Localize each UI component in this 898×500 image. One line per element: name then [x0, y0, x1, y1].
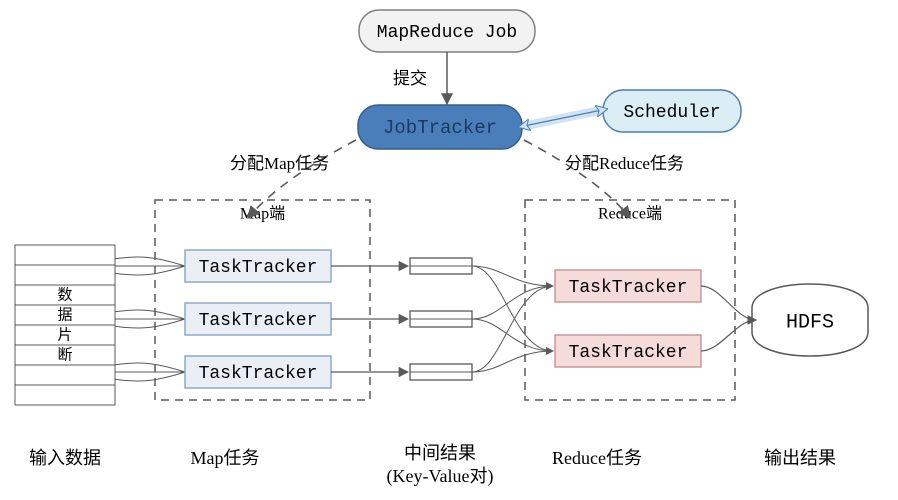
input-fan-line [115, 266, 185, 275]
edge-interm-to-reduce [472, 286, 553, 372]
map-panel-title: Map端 [240, 205, 285, 223]
footer-label-1: Map任务 [191, 448, 260, 468]
edge-assign-map-label: 分配Map任务 [230, 154, 329, 173]
edge-assign-reduce-label: 分配Reduce任务 [565, 154, 684, 173]
submit-label: 提交 [393, 69, 427, 88]
footer-label-2: 中间结果 [404, 443, 476, 463]
data-fragment-label: 据 [57, 306, 72, 323]
edge-reduce-to-hdfs [701, 320, 756, 351]
data-fragment-label: 片 [57, 326, 72, 343]
footer-label-0: 输入数据 [29, 448, 101, 468]
footer-label-4: Reduce任务 [552, 448, 642, 468]
edge-reduce-to-hdfs [701, 286, 756, 320]
map-tasktracker-label: TaskTracker [199, 258, 318, 278]
data-fragment-row [15, 365, 115, 385]
map-tasktracker-label: TaskTracker [199, 364, 318, 384]
input-fan-line [115, 319, 185, 328]
edge-interm-to-reduce [472, 286, 553, 319]
reduce-tasktracker-label: TaskTracker [569, 343, 688, 363]
edge-interm-to-reduce [472, 266, 553, 286]
data-fragment-row [15, 245, 115, 265]
hdfs-label: HDFS [786, 311, 834, 334]
reduce-panel-title: Reduce端 [598, 205, 662, 223]
edge-interm-to-reduce [472, 351, 553, 372]
data-fragment-label: 数 [57, 286, 72, 303]
input-fan-line [115, 310, 185, 319]
jobtracker-label: JobTracker [383, 117, 497, 139]
edge-interm-to-reduce [472, 266, 553, 351]
footer-label-5: 输出结果 [764, 448, 836, 468]
data-fragment-row [15, 385, 115, 405]
mapreduce-job-label: MapReduce Job [377, 23, 517, 43]
edge-interm-to-reduce [472, 319, 553, 351]
reduce-tasktracker-label: TaskTracker [569, 278, 688, 298]
edge-jt-scheduler [524, 110, 602, 126]
map-tasktracker-label: TaskTracker [199, 311, 318, 331]
input-fan-line [115, 363, 185, 372]
data-fragment-row [15, 265, 115, 285]
input-fan-line [115, 257, 185, 266]
data-fragment-label: 断 [57, 346, 72, 363]
input-fan-line [115, 372, 185, 381]
footer-label-3: (Key-Value对) [387, 466, 494, 487]
scheduler-label: Scheduler [623, 103, 720, 123]
